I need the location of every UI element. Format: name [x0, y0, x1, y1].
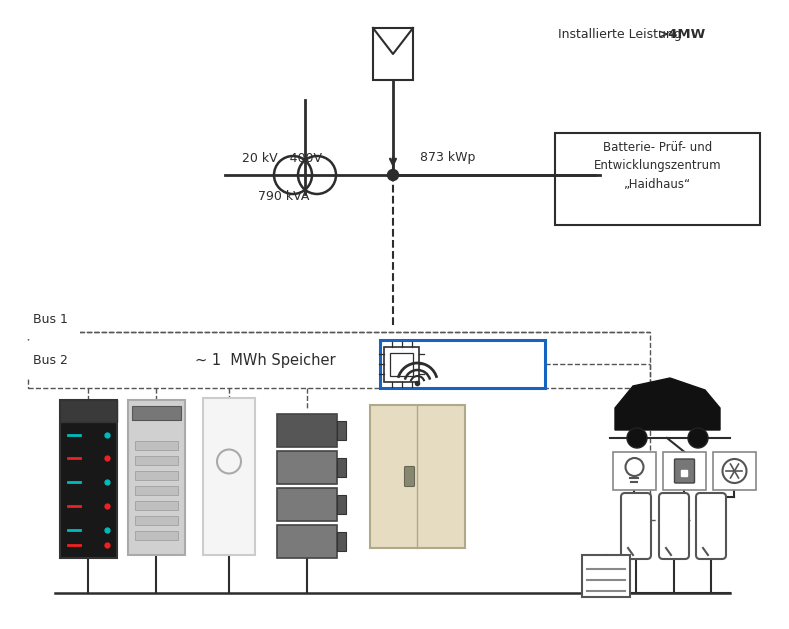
FancyBboxPatch shape	[132, 406, 181, 420]
FancyBboxPatch shape	[337, 421, 346, 440]
FancyBboxPatch shape	[277, 414, 337, 447]
FancyBboxPatch shape	[203, 398, 255, 555]
FancyBboxPatch shape	[60, 400, 117, 422]
FancyBboxPatch shape	[128, 400, 185, 555]
FancyBboxPatch shape	[613, 452, 656, 490]
FancyBboxPatch shape	[135, 516, 178, 525]
Circle shape	[688, 428, 708, 448]
Text: >4MW: >4MW	[658, 28, 706, 41]
FancyBboxPatch shape	[135, 501, 178, 510]
Text: Batterie- Prüf- und
Entwicklungszentrum
„Haidhaus“: Batterie- Prüf- und Entwicklungszentrum …	[593, 141, 721, 191]
FancyBboxPatch shape	[663, 452, 706, 490]
FancyBboxPatch shape	[370, 405, 465, 548]
FancyBboxPatch shape	[337, 458, 346, 477]
FancyBboxPatch shape	[696, 493, 726, 559]
Polygon shape	[615, 378, 720, 430]
Circle shape	[387, 169, 398, 181]
FancyBboxPatch shape	[135, 486, 178, 495]
FancyBboxPatch shape	[675, 459, 694, 483]
Text: Bus 2: Bus 2	[33, 353, 68, 367]
Text: Bus 1: Bus 1	[33, 313, 68, 326]
Text: 873 kWp: 873 kWp	[420, 152, 476, 165]
FancyBboxPatch shape	[621, 493, 651, 559]
FancyBboxPatch shape	[337, 495, 346, 514]
FancyBboxPatch shape	[135, 456, 178, 465]
FancyBboxPatch shape	[277, 451, 337, 484]
Circle shape	[627, 428, 647, 448]
FancyBboxPatch shape	[713, 452, 756, 490]
FancyBboxPatch shape	[337, 532, 346, 551]
Text: 20 kV   400V: 20 kV 400V	[242, 152, 322, 165]
Text: ~ 1  MWh Speicher: ~ 1 MWh Speicher	[195, 352, 335, 367]
FancyBboxPatch shape	[582, 555, 630, 597]
Text: 790 kVA: 790 kVA	[258, 191, 309, 204]
FancyBboxPatch shape	[135, 471, 178, 480]
FancyBboxPatch shape	[60, 400, 117, 558]
Text: EMS
Controller: EMS Controller	[429, 348, 491, 379]
FancyBboxPatch shape	[277, 525, 337, 558]
FancyBboxPatch shape	[277, 488, 337, 521]
FancyBboxPatch shape	[380, 340, 545, 388]
FancyBboxPatch shape	[405, 467, 414, 486]
FancyBboxPatch shape	[135, 441, 178, 450]
FancyBboxPatch shape	[135, 531, 178, 540]
FancyBboxPatch shape	[659, 493, 689, 559]
Text: Installierte Leistung: Installierte Leistung	[558, 28, 686, 41]
